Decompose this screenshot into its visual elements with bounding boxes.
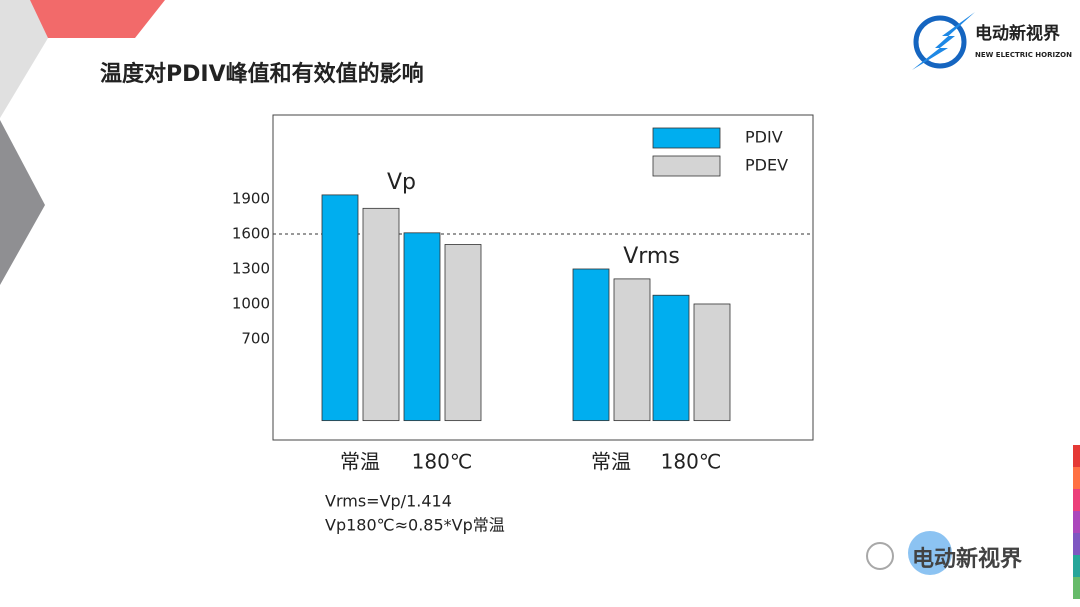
annotation: Vp180℃≈0.85*Vp常温: [325, 516, 505, 535]
bar: [403, 232, 441, 422]
legend-swatch: [652, 155, 721, 177]
legend-label: PDIV: [745, 128, 783, 147]
bar: [321, 194, 359, 422]
logo-bolt: [912, 12, 975, 70]
logo-name: 电动新视界: [975, 23, 1060, 44]
annotation: Vrms=Vp/1.414: [325, 492, 452, 511]
y-tick-label: 1900: [232, 189, 270, 207]
x-tick-label: 常温: [340, 450, 380, 474]
legend-swatch: [652, 127, 721, 149]
plot-frame: [272, 114, 814, 441]
chart-title: 温度对PDIV峰值和有效值的影响: [100, 61, 424, 87]
decor-gray-light: [0, 0, 48, 118]
y-tick-label: 1600: [232, 224, 270, 242]
x-tick-label: 180℃: [661, 450, 722, 474]
watermark-text: 电动新视界: [912, 546, 1022, 572]
group-label: Vrms: [623, 244, 680, 269]
bar: [572, 268, 610, 422]
decor-gray-dark: [0, 120, 45, 285]
legend-label: PDEV: [745, 156, 788, 175]
logo: 电动新视界 NEW ELECTRIC HORIZON: [912, 12, 1072, 70]
bar: [693, 303, 731, 422]
bar: [613, 278, 651, 422]
side-strips: [1073, 445, 1080, 599]
x-tick-label: 常温: [591, 450, 631, 474]
group-label: Vp: [387, 170, 416, 195]
y-tick-label: 1000: [232, 294, 270, 312]
x-tick-label: 180℃: [412, 450, 473, 474]
logo-tagline: NEW ELECTRIC HORIZON: [975, 51, 1072, 59]
logo-ring: [913, 15, 967, 69]
bar: [444, 244, 482, 422]
y-tick-label: 1300: [232, 259, 270, 277]
y-tick-label: 700: [241, 329, 270, 347]
watermark: 电动新视界: [866, 531, 1022, 575]
bar: [652, 294, 690, 422]
bar: [362, 207, 400, 422]
